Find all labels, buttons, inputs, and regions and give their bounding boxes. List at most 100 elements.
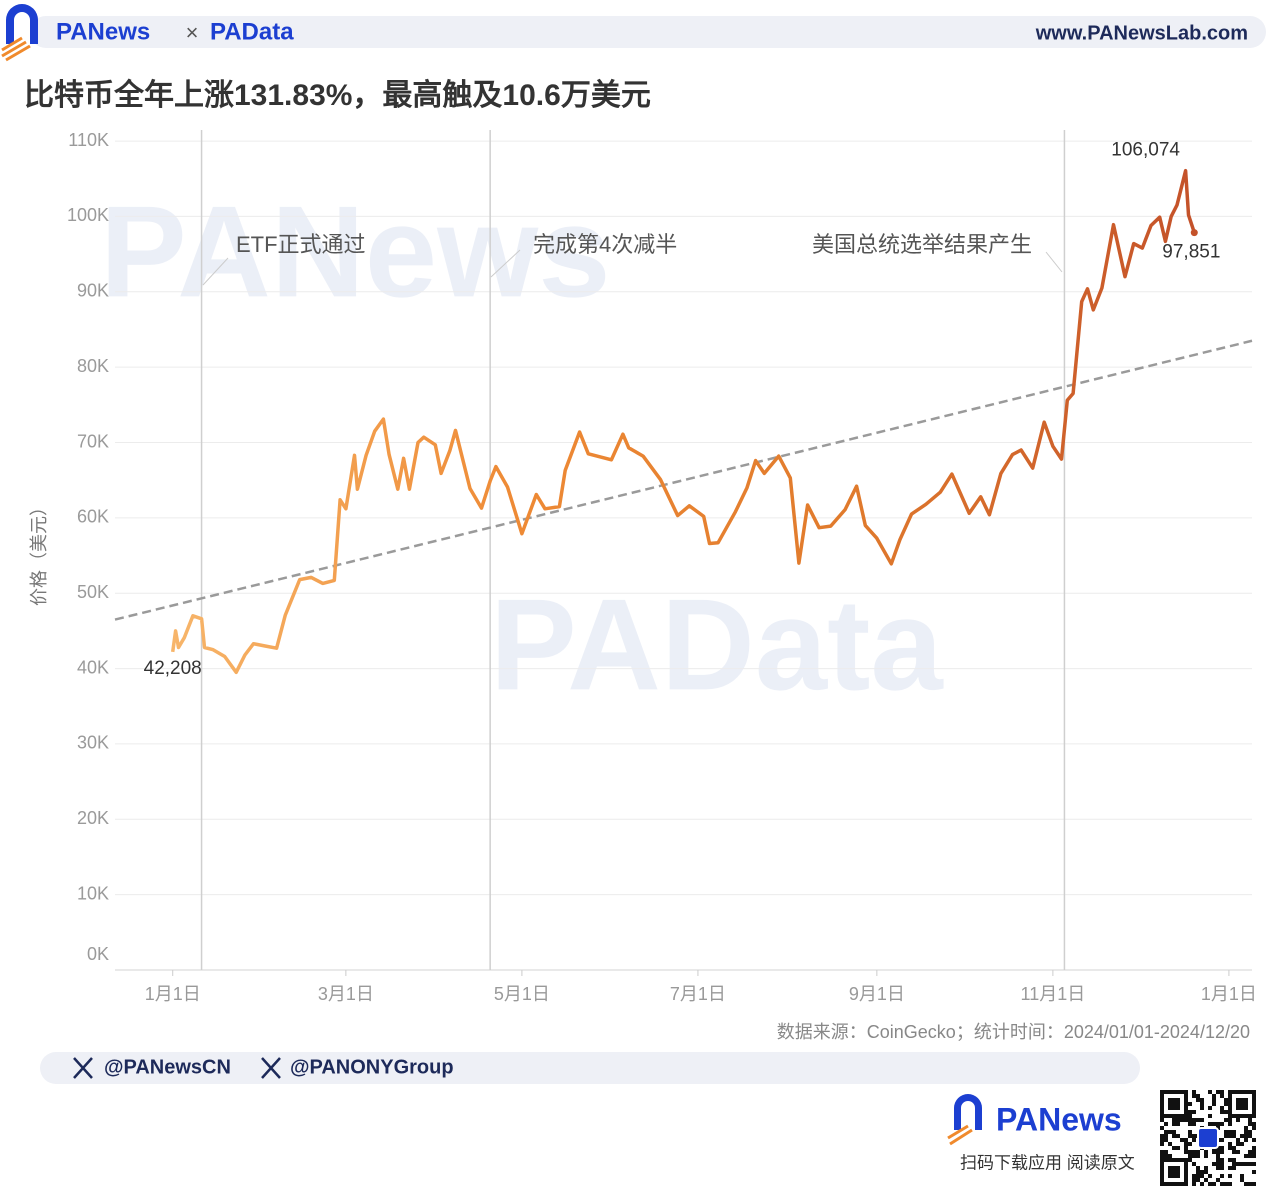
- chart-title: 比特币全年上涨131.83%，最高触及10.6万美元: [24, 78, 651, 112]
- qr-cell: [1224, 1098, 1228, 1102]
- y-axis-title: 价格（美元）: [29, 498, 49, 606]
- qr-cell: [1212, 1098, 1216, 1102]
- social-handle[interactable]: @PANewsCN: [104, 1056, 231, 1078]
- qr-cell: [1220, 1110, 1224, 1114]
- qr-cell: [1220, 1158, 1224, 1162]
- qr-cell: [1248, 1162, 1252, 1166]
- qr-cell: [1252, 1182, 1256, 1186]
- qr-cell: [1172, 1122, 1176, 1126]
- qr-cell: [1196, 1098, 1200, 1102]
- qr-cell: [1192, 1162, 1196, 1166]
- qr-cell: [1240, 1162, 1244, 1166]
- qr-cell: [1196, 1118, 1200, 1122]
- qr-cell: [1216, 1158, 1220, 1162]
- y-tick-label: 90K: [77, 281, 109, 301]
- qr-cell: [1216, 1178, 1220, 1182]
- qr-cell: [1164, 1138, 1168, 1142]
- qr-cell: [1216, 1150, 1220, 1154]
- qr-cell: [1176, 1118, 1180, 1122]
- qr-cell: [1212, 1122, 1216, 1126]
- qr-cell: [1244, 1130, 1248, 1134]
- qr-cell: [1228, 1122, 1232, 1126]
- qr-cell: [1220, 1146, 1224, 1150]
- qr-cell: [1164, 1154, 1168, 1158]
- qr-cell: [1164, 1122, 1168, 1126]
- footer-brand: PANews: [996, 1101, 1122, 1137]
- header-brand: PAData: [210, 18, 294, 45]
- qr-cell: [1252, 1150, 1256, 1154]
- qr-cell: [1200, 1102, 1204, 1106]
- qr-cell: [1160, 1150, 1164, 1154]
- qr-cell: [1244, 1126, 1248, 1130]
- end-point: [1190, 229, 1198, 237]
- qr-cell: [1224, 1182, 1228, 1186]
- qr-cell: [1236, 1150, 1240, 1154]
- qr-cell: [1216, 1154, 1220, 1158]
- qr-cell: [1228, 1130, 1232, 1134]
- qr-cell: [1204, 1166, 1208, 1170]
- qr-cell: [1252, 1126, 1256, 1130]
- data-label: 106,074: [1111, 140, 1180, 161]
- qr-cell: [1236, 1118, 1240, 1122]
- qr-cell: [1200, 1118, 1204, 1122]
- watermark: PAData: [490, 571, 944, 717]
- qr-cell: [1180, 1118, 1184, 1122]
- qr-cell: [1228, 1166, 1232, 1170]
- annotation: 美国总统选举结果产生: [812, 232, 1032, 257]
- header-website[interactable]: www.PANewsLab.com: [1035, 22, 1248, 44]
- qr-cell: [1208, 1174, 1212, 1178]
- qr-finder: [1160, 1158, 1188, 1186]
- y-tick-label: 50K: [77, 582, 109, 602]
- qr-cell: [1160, 1154, 1164, 1158]
- qr-cell: [1172, 1130, 1176, 1134]
- qr-cell: [1188, 1134, 1192, 1138]
- qr-cell: [1224, 1110, 1228, 1114]
- header-separator: ×: [186, 20, 199, 45]
- y-tick-label: 70K: [77, 431, 109, 451]
- qr-cell: [1200, 1174, 1204, 1178]
- qr-cell: [1208, 1090, 1212, 1094]
- qr-cell: [1204, 1154, 1208, 1158]
- qr-cell: [1216, 1090, 1220, 1094]
- qr-cell: [1228, 1182, 1232, 1186]
- qr-cell: [1192, 1150, 1196, 1154]
- y-tick-label: 100K: [67, 205, 109, 225]
- annotation-leader: [490, 249, 521, 278]
- qr-cell: [1236, 1162, 1240, 1166]
- header-brand: PANews: [56, 18, 150, 45]
- annotation: 完成第4次减半: [533, 232, 677, 257]
- qr-cell: [1220, 1090, 1224, 1094]
- qr-cell: [1188, 1142, 1192, 1146]
- qr-cell: [1192, 1118, 1196, 1122]
- source-note: 数据来源：CoinGecko；统计时间：2024/01/01-2024/12/2…: [777, 1022, 1250, 1042]
- qr-cell: [1180, 1138, 1184, 1142]
- qr-cell: [1224, 1134, 1228, 1138]
- qr-cell: [1196, 1178, 1200, 1182]
- qr-cell: [1164, 1134, 1168, 1138]
- qr-cell: [1248, 1130, 1252, 1134]
- qr-cell: [1160, 1138, 1164, 1142]
- qr-cell: [1204, 1170, 1208, 1174]
- qr-code[interactable]: [1160, 1090, 1256, 1186]
- qr-cell: [1192, 1178, 1196, 1182]
- qr-cell: [1192, 1090, 1196, 1094]
- watermark: PANews: [100, 178, 611, 324]
- header-logo: [1, 4, 38, 62]
- footer-logo: [947, 1094, 982, 1146]
- y-tick-label: 30K: [77, 733, 109, 753]
- footer-band: [40, 1052, 1140, 1084]
- qr-cell: [1200, 1106, 1204, 1110]
- qr-cell: [1220, 1150, 1224, 1154]
- qr-cell: [1228, 1146, 1232, 1150]
- qr-cell: [1216, 1166, 1220, 1170]
- qr-cell: [1188, 1154, 1192, 1158]
- social-handle[interactable]: @PANONYGroup: [290, 1056, 454, 1078]
- qr-cell: [1164, 1150, 1168, 1154]
- qr-cell: [1176, 1134, 1180, 1138]
- qr-cell: [1192, 1182, 1196, 1186]
- header-band: [30, 16, 1266, 48]
- qr-cell: [1232, 1150, 1236, 1154]
- qr-cell: [1220, 1138, 1224, 1142]
- qr-finder: [1236, 1098, 1248, 1110]
- qr-cell: [1192, 1094, 1196, 1098]
